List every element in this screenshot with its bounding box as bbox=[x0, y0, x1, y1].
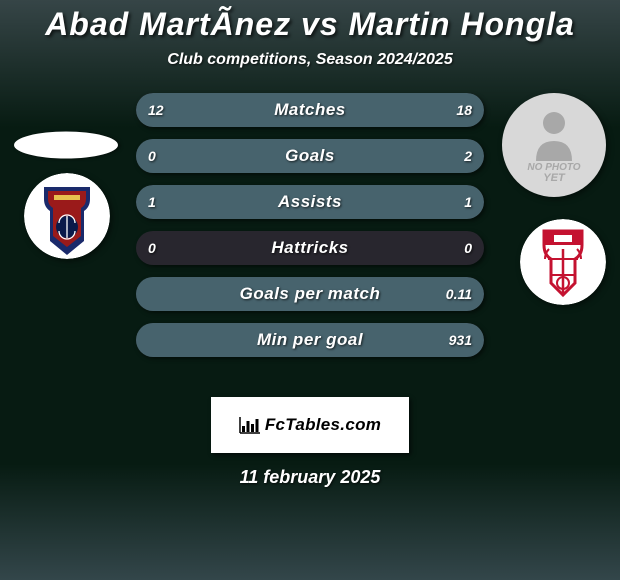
stat-bar-label: Min per goal bbox=[136, 323, 484, 357]
stat-bar: Goals per match0.11 bbox=[136, 277, 484, 311]
stat-bar: Matches12 18 bbox=[136, 93, 484, 127]
stat-value-left: 0 bbox=[148, 231, 156, 265]
stat-value-right: 0.11 bbox=[446, 277, 472, 311]
stat-value-left: 1 bbox=[148, 185, 156, 219]
fctables-logo[interactable]: FcTables.com bbox=[211, 397, 409, 453]
comparison-bars: Matches1218Goals02Assists11Hattricks00Go… bbox=[136, 93, 484, 357]
player-photo-left bbox=[14, 131, 118, 158]
fctables-text: FcTables.com bbox=[265, 415, 381, 435]
stat-bar-label: Goals per match bbox=[136, 277, 484, 311]
no-photo-text-1: NO PHOTO bbox=[527, 163, 580, 173]
stat-bar-label: Goals bbox=[136, 139, 484, 173]
no-photo-text-2: YET bbox=[543, 173, 564, 184]
stats-area: NO PHOTO YET M bbox=[10, 93, 610, 373]
page-title: Abad MartÃnez vs Martin Hongla bbox=[0, 0, 620, 43]
stat-bar-label: Assists bbox=[136, 185, 484, 219]
stat-value-right: 931 bbox=[449, 323, 472, 357]
stat-bar: Hattricks0 0 bbox=[136, 231, 484, 265]
silhouette-icon bbox=[530, 107, 578, 161]
stat-bar-label: Hattricks bbox=[136, 231, 484, 265]
stat-bar-label: Matches bbox=[136, 93, 484, 127]
stat-value-right: 1 bbox=[464, 185, 472, 219]
player-photo-right: NO PHOTO YET bbox=[502, 93, 606, 197]
stat-bar: Assists1 1 bbox=[136, 185, 484, 219]
bar-chart-icon bbox=[239, 416, 261, 434]
stat-bar: Goals0 2 bbox=[136, 139, 484, 173]
page-subtitle: Club competitions, Season 2024/2025 bbox=[0, 51, 620, 69]
footer-date: 11 february 2025 bbox=[0, 467, 620, 488]
stat-value-right: 2 bbox=[464, 139, 472, 173]
stat-bar: Min per goal931 bbox=[136, 323, 484, 357]
stat-value-right: 18 bbox=[456, 93, 472, 127]
stat-value-left: 0 bbox=[148, 139, 156, 173]
stat-value-right: 0 bbox=[464, 231, 472, 265]
club-crest-left bbox=[24, 173, 110, 259]
club-crest-right bbox=[520, 219, 606, 305]
stat-value-left: 12 bbox=[148, 93, 164, 127]
